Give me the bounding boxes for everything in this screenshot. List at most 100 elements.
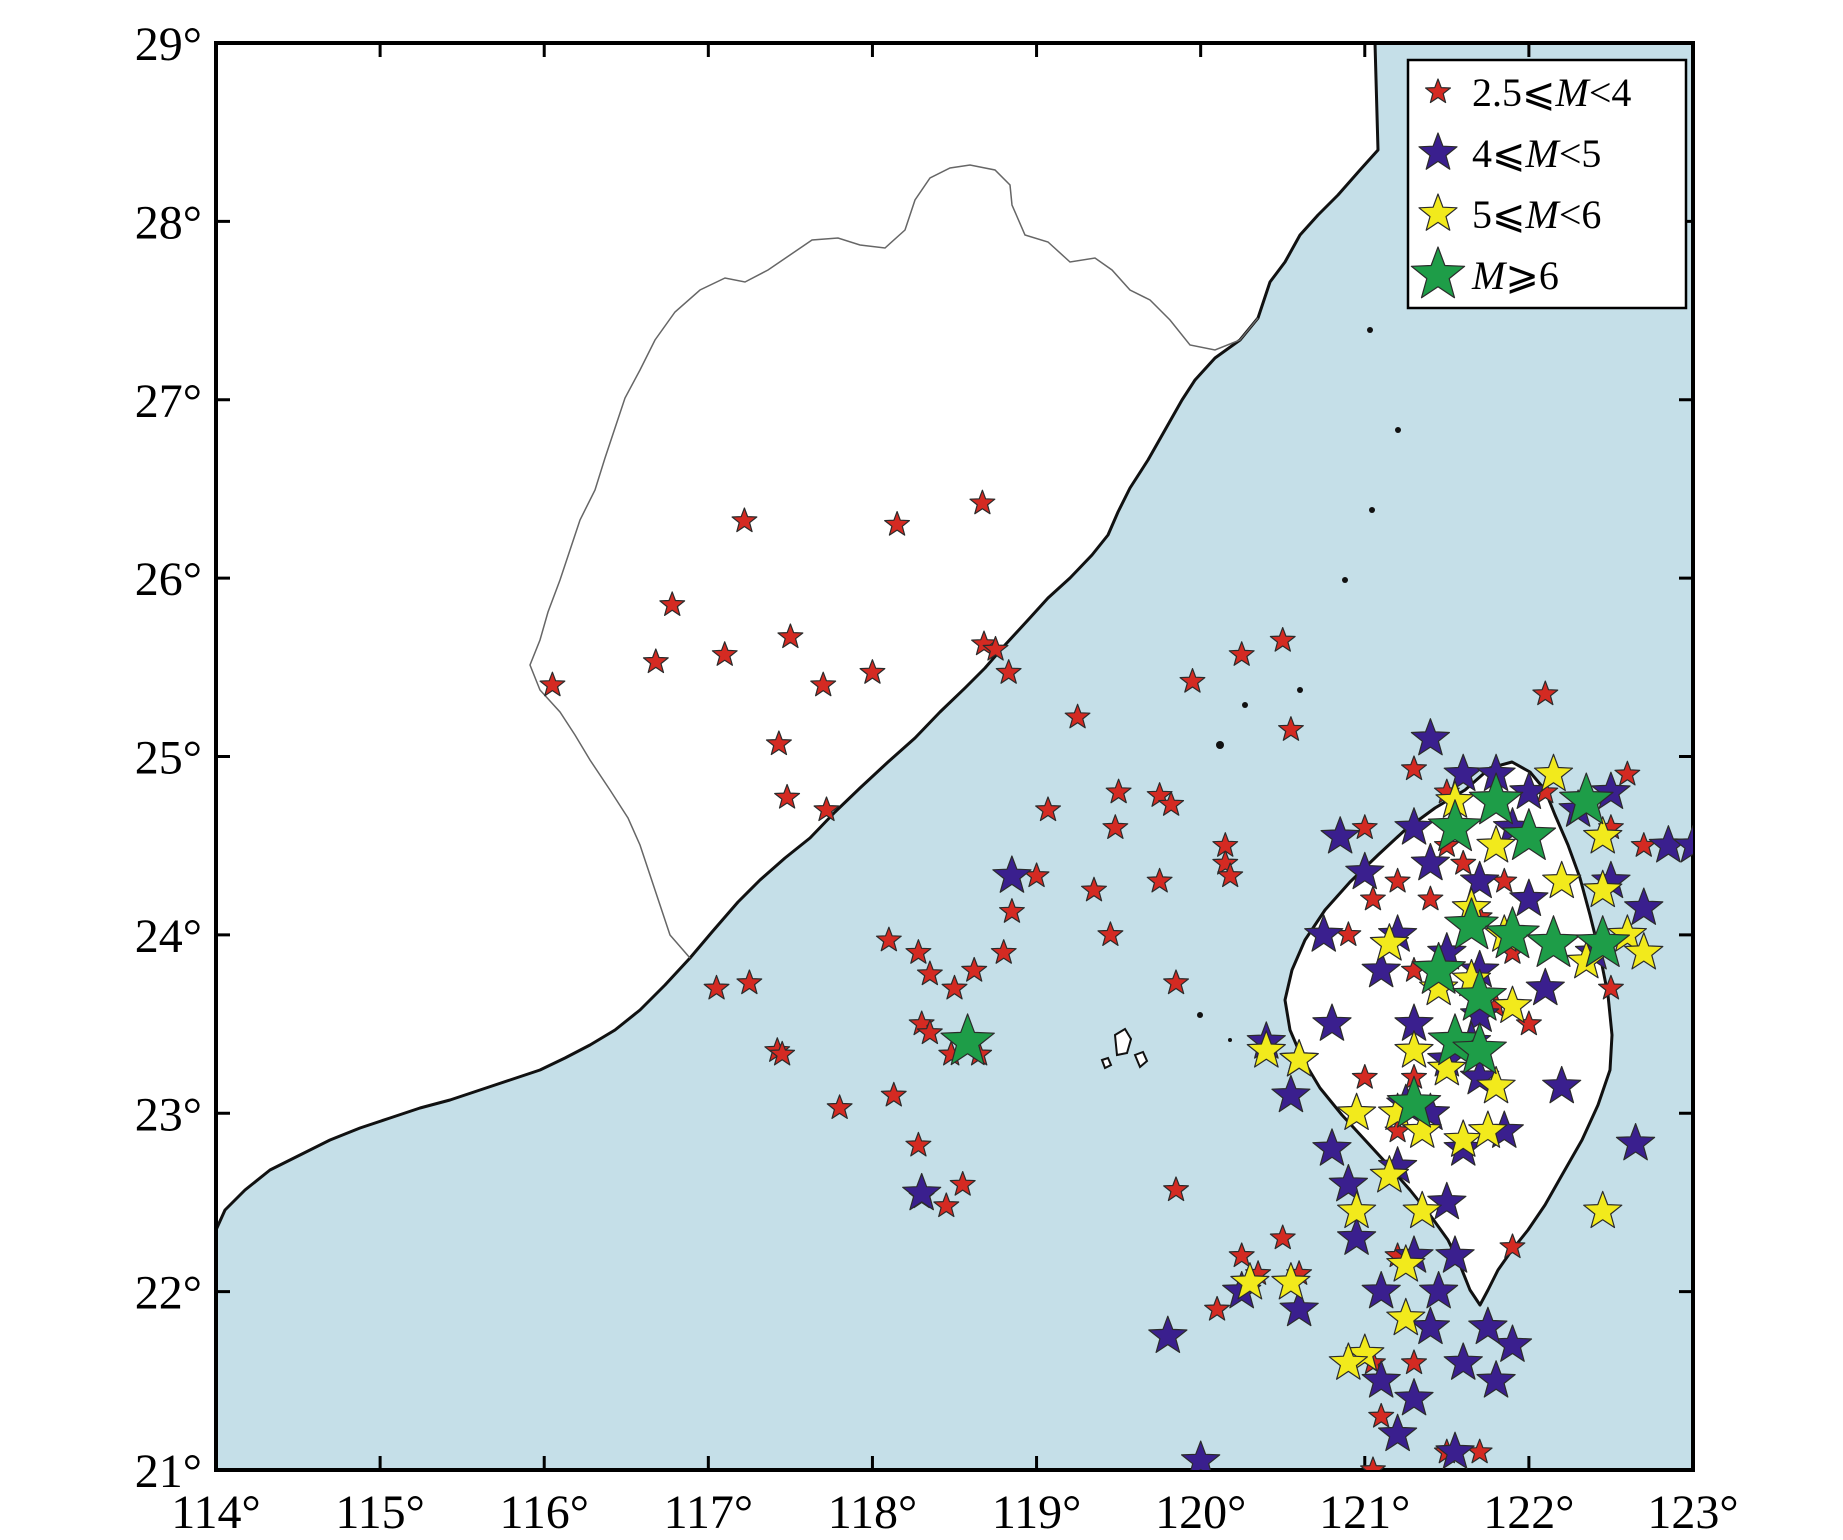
earthquake-star-icon — [1402, 1110, 1442, 1148]
earthquake-star-icon — [1583, 1190, 1623, 1229]
legend-label-variable: M — [1555, 70, 1592, 115]
earthquake-star-icon — [659, 591, 686, 616]
y-tick-label: 24° — [135, 910, 202, 963]
earthquake-star-icon — [884, 511, 910, 536]
earthquake-star-icon — [1102, 814, 1129, 839]
earthquake-star-icon — [1468, 1306, 1508, 1345]
earthquake-star-icon — [1435, 1235, 1475, 1273]
legend-label-prefix: 2.5⩽ — [1472, 70, 1556, 115]
earthquake-star-icon — [1591, 771, 1631, 809]
earthquake-star-icon — [1435, 1431, 1475, 1469]
earthquake-star-icon — [1394, 807, 1434, 845]
y-tick-label: 23° — [135, 1088, 202, 1141]
earthquake-star-icon — [1452, 968, 1507, 1021]
earthquake-star-icon — [990, 939, 1017, 964]
legend-label-prefix: 4⩽ — [1472, 131, 1526, 176]
earthquake-star-icon — [1269, 627, 1296, 652]
earthquake-star-icon — [1384, 867, 1411, 893]
y-tick-label: 29° — [135, 18, 202, 71]
earthquake-star-icon — [880, 1081, 907, 1107]
earthquake-star-icon — [1410, 1306, 1450, 1345]
legend-star-icon — [1410, 246, 1466, 299]
legend-star-icon — [1418, 193, 1458, 231]
earthquake-star-icon — [1624, 887, 1664, 925]
earthquake-star-icon — [1217, 862, 1244, 888]
legend-label: 2.5⩽M<4 — [1472, 70, 1631, 115]
earthquake-star-icon — [1369, 923, 1409, 961]
coastal-islets — [1197, 327, 1401, 1042]
legend-label-suffix: ⩾6 — [1505, 253, 1559, 298]
event-series-m6 — [940, 772, 1630, 1128]
earthquake-star-icon — [905, 939, 932, 964]
earthquake-star-icon — [1228, 1242, 1255, 1268]
legend-label: 4⩽M<5 — [1472, 131, 1601, 176]
earthquake-star-icon — [916, 960, 943, 986]
earthquake-star-icon — [1278, 716, 1304, 741]
earthquake-star-icon — [1368, 1402, 1395, 1428]
earthquake-star-icon — [1269, 1224, 1296, 1250]
earthquake-star-icon — [1345, 851, 1385, 890]
earthquake-star-icon — [1526, 915, 1581, 967]
earthquake-star-icon — [1035, 796, 1061, 822]
earthquake-star-icon — [711, 641, 738, 666]
earthquake-star-icon — [1452, 1022, 1507, 1075]
earthquake-star-icon — [1410, 842, 1450, 881]
earthquake-star-icon — [941, 974, 968, 1000]
earthquake-star-icon — [1427, 1013, 1483, 1066]
earthquake-star-icon — [1444, 897, 1499, 950]
penghu-islands — [1100, 1027, 1149, 1070]
earthquake-star-icon — [1501, 808, 1557, 860]
legend: 2.5⩽M<44⩽M<55⩽M<6M⩾6 — [1406, 58, 1688, 310]
earthquake-star-icon — [1614, 760, 1641, 786]
x-tick-label: 123° — [1647, 1486, 1738, 1535]
earthquake-star-icon — [1271, 1074, 1311, 1113]
earthquake-star-icon — [1328, 1342, 1368, 1380]
earthquake-star-icon — [1361, 1360, 1401, 1398]
earthquake-star-icon — [1337, 1092, 1377, 1130]
earthquake-star-icon — [703, 974, 730, 1000]
earthquake-star-icon — [1419, 967, 1459, 1006]
earthquake-star-icon — [1146, 867, 1173, 893]
y-tick-label: 21° — [135, 1445, 202, 1498]
earthquake-star-icon — [777, 623, 804, 649]
earthquake-star-icon — [905, 1131, 932, 1157]
earthquake-star-icon — [1386, 1244, 1426, 1282]
earthquake-star-icon — [1179, 668, 1206, 693]
earthquake-star-icon — [1411, 941, 1466, 994]
earthquake-star-icon — [933, 1192, 960, 1218]
earthquake-star-icon — [1607, 914, 1647, 952]
earthquake-star-icon — [810, 671, 837, 697]
y-tick-label: 28° — [135, 196, 202, 249]
province-border — [529, 164, 1259, 959]
earthquake-star-icon — [1492, 985, 1533, 1023]
earthquake-star-icon — [731, 507, 758, 533]
legend-star-icon — [1425, 78, 1451, 104]
legend-label-variable: M — [1525, 192, 1562, 237]
earthquake-star-icon — [1443, 1119, 1483, 1157]
earthquake-star-icon — [1468, 772, 1524, 825]
x-tick-label: 115° — [335, 1486, 424, 1535]
earthquake-star-icon — [961, 956, 988, 982]
earthquake-star-icon — [1328, 1164, 1368, 1202]
earthquake-star-icon — [1279, 1288, 1319, 1327]
event-series-m25_4 — [539, 489, 1657, 1470]
earthquake-star-icon — [1351, 814, 1378, 839]
legend-label: M⩾6 — [1471, 253, 1559, 298]
legend-label-suffix: <5 — [1559, 131, 1602, 176]
legend-star-icon — [1418, 132, 1458, 170]
legend-label-variable: M — [1525, 131, 1562, 176]
earthquake-star-icon — [940, 1013, 995, 1066]
x-tick-label: 122° — [1483, 1486, 1574, 1535]
earthquake-star-icon — [1246, 1030, 1286, 1068]
x-tick-label: 116° — [500, 1486, 589, 1535]
earthquake-star-icon — [1450, 849, 1477, 875]
earthquake-star-icon — [1583, 816, 1623, 854]
earthquake-star-icon — [1228, 641, 1255, 666]
earthquake-star-icon — [902, 1172, 942, 1211]
earthquake-star-icon — [971, 630, 997, 656]
x-tick-label: 120° — [1155, 1486, 1246, 1535]
earthquake-star-icon — [813, 796, 840, 822]
y-tick-label: 27° — [135, 375, 202, 428]
x-tick-label: 114° — [171, 1486, 260, 1535]
